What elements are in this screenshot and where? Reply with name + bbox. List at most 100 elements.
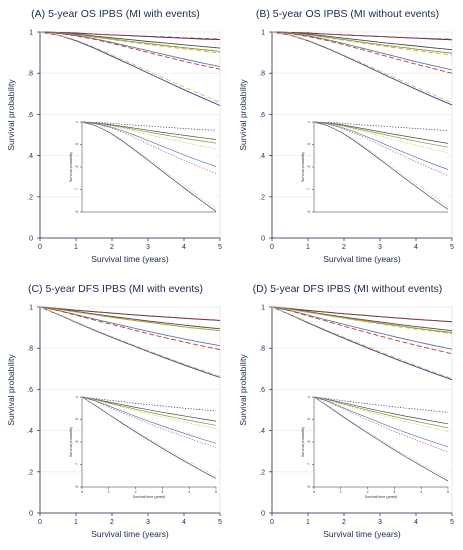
series-line	[39, 306, 221, 378]
series-line	[271, 31, 453, 51]
y-axis-label: Survival probability	[238, 354, 248, 426]
inset-x-tick-label: 4	[420, 490, 422, 494]
panel-b: (B) 5-year OS IPBS (MI without events) S…	[232, 0, 463, 275]
inset-y-tick-label: .8	[75, 166, 79, 169]
series-line	[271, 306, 453, 379]
y-tick-label: 1	[29, 305, 33, 312]
series-line	[39, 306, 221, 377]
series-line	[271, 31, 453, 104]
inset-series-line	[313, 396, 449, 425]
inset-series-line	[81, 396, 217, 422]
y-tick-label: 1	[29, 30, 33, 37]
y-tick-label: 0	[29, 511, 33, 518]
series-line	[271, 306, 453, 355]
y-tick-label: .2	[259, 194, 265, 201]
y-axis-label: Survival probability	[6, 79, 16, 151]
chart-svg: 0 .2 .4 .6 .8 1 0 1 2 3 4 5 .6 .7 .8 .9 1 Survival probab…	[0, 0, 231, 275]
inset-background	[314, 122, 448, 212]
series-line	[39, 31, 221, 103]
panel-d: (D) 5-year DFS IPBS (MI without events) …	[232, 275, 463, 550]
y-tick-label: .8	[27, 346, 33, 353]
inset-y-tick-label: .9	[75, 418, 79, 421]
x-tick-label: 4	[182, 244, 186, 251]
series-line	[39, 306, 221, 351]
x-axis-label: Survival time (years)	[323, 529, 401, 539]
inset-y-axis-label: Survival probability	[69, 152, 73, 182]
inset-series-line	[313, 396, 449, 429]
chart-svg: 0 .2 .4 .6 .8 1 0 1 2 3 4 5 .6 .7 .8 .9 1 Survival probab…	[232, 0, 463, 275]
inset-y-tick-label: 1	[75, 121, 79, 123]
x-tick-label: 5	[450, 244, 454, 251]
y-tick-label: .6	[259, 387, 265, 394]
y-tick-label: .8	[259, 346, 265, 353]
panel-a: (A) 5-year OS IPBS (MI with events) Surv…	[0, 0, 231, 275]
panel-title: (D) 5-year DFS IPBS (MI without events)	[252, 283, 443, 295]
y-tick-label: 0	[261, 236, 265, 243]
series-line	[39, 31, 221, 54]
inset-series-line	[81, 121, 217, 140]
inset-background	[82, 397, 216, 487]
inset-y-axis-label: Survival probability	[69, 427, 73, 457]
x-tick-label: 0	[270, 244, 274, 251]
inset-x-tick-label: 4	[188, 490, 190, 494]
series-line	[39, 31, 221, 106]
y-tick-label: 0	[29, 236, 33, 243]
chart-svg: 0 .2 .4 .6 .8 1 0 1 2 3 4 5 .6 .7 .8 .9 1 0 1 2 3 4 5 Survival …	[232, 275, 463, 550]
y-axis-label: Survival probability	[238, 79, 248, 151]
inset-y-axis-label: Survival probability	[301, 152, 305, 182]
x-tick-label: 2	[110, 244, 114, 251]
y-axis-label: Survival probability	[6, 354, 16, 426]
x-tick-label: 2	[342, 244, 346, 251]
panel-title: (B) 5-year OS IPBS (MI without events)	[255, 8, 440, 20]
inset-series-line	[313, 396, 449, 482]
y-tick-label: .4	[27, 428, 33, 435]
panel-title: (C) 5-year DFS IPBS (MI with events)	[27, 283, 204, 295]
inset-y-tick-label: .8	[307, 166, 311, 169]
inset-x-tick-label: 5	[447, 490, 449, 494]
inset-y-tick-label: .6	[75, 486, 79, 489]
x-tick-label: 4	[414, 244, 418, 251]
inset-series-line	[81, 396, 217, 477]
inset-series-line	[313, 396, 449, 432]
inset-y-tick-label: .7	[307, 188, 311, 191]
x-tick-label: 0	[270, 519, 274, 526]
y-tick-label: 0	[261, 511, 265, 518]
x-tick-label: 3	[146, 519, 150, 526]
chart-svg: 0 .2 .4 .6 .8 1 0 1 2 3 4 5 .6 .7 .8 .9 1 0 1 2 3 4 5 Survival …	[0, 275, 231, 550]
series-line	[271, 306, 453, 350]
series-line	[39, 306, 221, 321]
x-tick-label: 3	[146, 244, 150, 251]
inset-series-line	[313, 121, 449, 154]
inset-y-tick-label: .8	[307, 441, 311, 444]
inset-series-line	[81, 396, 217, 426]
inset-series-line	[81, 121, 217, 212]
y-tick-label: .4	[27, 153, 33, 160]
series-line	[39, 306, 221, 332]
inset-x-tick-label: 5	[215, 490, 217, 494]
y-tick-label: .6	[27, 387, 33, 394]
x-axis-label: Survival time (years)	[323, 254, 401, 264]
x-tick-label: 2	[110, 519, 114, 526]
inset-series-line	[313, 396, 449, 413]
x-tick-label: 5	[218, 519, 222, 526]
series-line	[271, 31, 453, 40]
inset-x-axis-label: Survival time (years)	[365, 495, 398, 499]
inset-y-tick-label: 1	[307, 121, 311, 123]
x-axis-label: Survival time (years)	[91, 529, 169, 539]
x-tick-label: 3	[378, 519, 382, 526]
x-tick-label: 1	[74, 244, 78, 251]
inset-series-line	[313, 121, 449, 176]
inset-y-tick-label: .6	[307, 486, 311, 489]
inset-y-tick-label: .9	[75, 143, 79, 146]
x-tick-label: 1	[306, 244, 310, 251]
inset-series-line	[81, 396, 217, 479]
inset-series-line	[313, 121, 449, 144]
y-tick-label: .2	[27, 194, 33, 201]
inset-y-tick-label: 1	[75, 396, 79, 398]
series-line	[271, 306, 453, 381]
x-tick-label: 0	[38, 519, 42, 526]
panel-title: (A) 5-year OS IPBS (MI with events)	[31, 8, 200, 20]
series-line	[39, 31, 221, 70]
inset-series-line	[81, 396, 217, 430]
